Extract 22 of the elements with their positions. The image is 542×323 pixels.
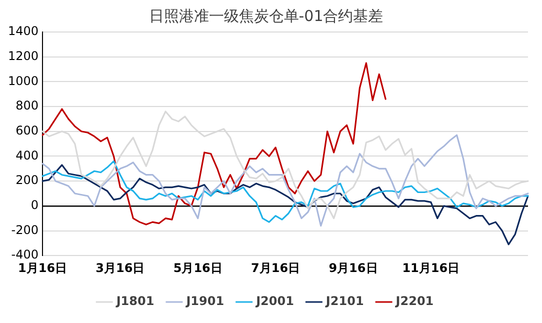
y-tick-label: 1400	[8, 24, 39, 38]
legend-label: J2001	[255, 294, 294, 308]
legend-label: J2201	[394, 294, 434, 308]
y-tick-label: -200	[11, 222, 39, 237]
legend-label: J2101	[324, 294, 364, 308]
x-tick-label: 9月16日	[328, 260, 378, 275]
y-tick-label: 0	[30, 198, 39, 212]
x-tick-label: 11月16日	[402, 260, 460, 275]
y-tick-label: -400	[11, 248, 39, 262]
y-tick-label: 600	[16, 124, 39, 138]
x-tick-label: 3月16日	[96, 260, 145, 275]
y-tick-label: 200	[16, 173, 39, 188]
chart-title: 日照港准一级焦炭仓单-01合约基差	[148, 6, 384, 25]
y-tick-label: 400	[16, 148, 39, 162]
y-tick-label: 1000	[8, 74, 39, 88]
x-tick-label: 5月16日	[173, 260, 222, 275]
y-tick-label: 1200	[8, 48, 39, 63]
legend-label: J1801	[115, 294, 154, 308]
x-tick-label: 7月16日	[251, 260, 300, 275]
y-tick-label: 800	[16, 98, 39, 113]
legend-label: J1901	[185, 294, 224, 308]
x-tick-label: 1月16日	[18, 260, 68, 275]
